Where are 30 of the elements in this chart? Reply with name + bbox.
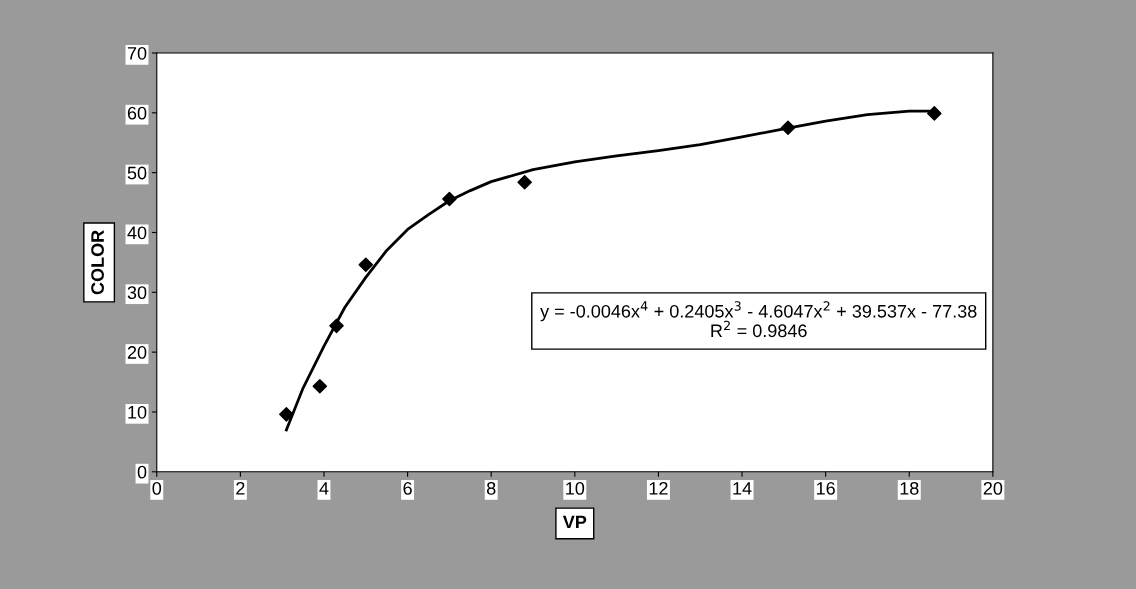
- y-tick-label: 50: [127, 166, 147, 180]
- y-tick-label: 60: [127, 106, 147, 120]
- x-tick-label: 2: [236, 481, 245, 495]
- point: [780, 120, 796, 136]
- x-tick-label: 14: [733, 482, 752, 495]
- y-tick-label: 20: [127, 346, 147, 359]
- x-tick-label: 6: [403, 481, 412, 495]
- x-tick-label: 16: [816, 481, 835, 495]
- x-tick-label: 4: [319, 482, 329, 495]
- point: [442, 191, 457, 207]
- point: [312, 378, 328, 394]
- y-tick-label: 10: [128, 405, 147, 419]
- x-tick-label: 18: [900, 481, 919, 495]
- y-tick-label: 0: [137, 465, 147, 479]
- point: [329, 318, 344, 334]
- point: [927, 106, 942, 121]
- y-tick-label: 30: [127, 286, 147, 300]
- point: [517, 174, 532, 190]
- x-tick-label: 10: [566, 481, 585, 495]
- y-tick-label: 70: [127, 46, 147, 60]
- x-tick-label: 0: [152, 481, 162, 495]
- x-tick-label: 12: [649, 481, 668, 495]
- point: [358, 257, 374, 273]
- x-tick-label: 20: [983, 481, 1003, 495]
- y-tick-label: 40: [127, 226, 147, 240]
- x-tick-label: 8: [486, 481, 496, 495]
- text: y = -0.0046x$^{4}$ + 0.2405x$^{3}$ - 4.6047x$^{2}$ + 39.537x - 77.38 R$^{2}$ = 0.9846: [540, 301, 977, 338]
- point: [279, 407, 294, 422]
- x-axis-title: VP: [562, 515, 587, 529]
- y-axis-title: COLOR: [91, 230, 104, 295]
